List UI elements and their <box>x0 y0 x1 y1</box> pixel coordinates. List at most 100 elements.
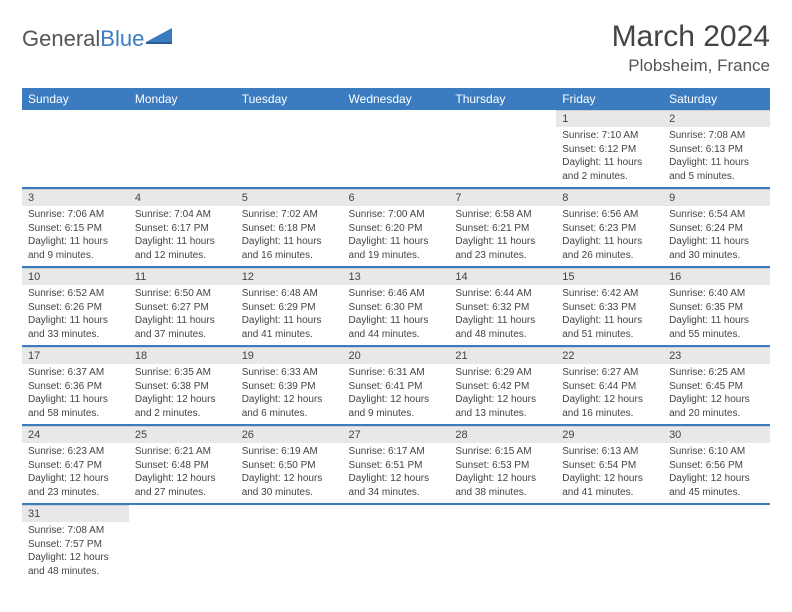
sunset-line: Sunset: 6:39 PM <box>242 380 337 394</box>
day-body: Sunrise: 6:44 AMSunset: 6:32 PMDaylight:… <box>449 285 556 345</box>
day-body: Sunrise: 7:08 AMSunset: 6:13 PMDaylight:… <box>663 127 770 187</box>
sunrise-line: Sunrise: 7:02 AM <box>242 208 337 222</box>
sunset-line: Sunset: 6:12 PM <box>562 143 657 157</box>
sunrise-line: Sunrise: 6:37 AM <box>28 366 123 380</box>
day-body: Sunrise: 6:35 AMSunset: 6:38 PMDaylight:… <box>129 364 236 424</box>
calendar-week: 1Sunrise: 7:10 AMSunset: 6:12 PMDaylight… <box>22 110 770 188</box>
sunset-line: Sunset: 6:20 PM <box>349 222 444 236</box>
calendar-cell: 24Sunrise: 6:23 AMSunset: 6:47 PMDayligh… <box>22 425 129 504</box>
day-body: Sunrise: 6:52 AMSunset: 6:26 PMDaylight:… <box>22 285 129 345</box>
calendar-cell: 29Sunrise: 6:13 AMSunset: 6:54 PMDayligh… <box>556 425 663 504</box>
sunset-line: Sunset: 6:53 PM <box>455 459 550 473</box>
sunrise-line: Sunrise: 7:10 AM <box>562 129 657 143</box>
day-body: Sunrise: 7:06 AMSunset: 6:15 PMDaylight:… <box>22 206 129 266</box>
sunset-line: Sunset: 6:30 PM <box>349 301 444 315</box>
calendar-week: 10Sunrise: 6:52 AMSunset: 6:26 PMDayligh… <box>22 267 770 346</box>
brand-name-blue: Blue <box>100 26 144 51</box>
sunrise-line: Sunrise: 6:13 AM <box>562 445 657 459</box>
calendar-cell <box>343 110 450 188</box>
day-body: Sunrise: 6:54 AMSunset: 6:24 PMDaylight:… <box>663 206 770 266</box>
calendar-cell: 13Sunrise: 6:46 AMSunset: 6:30 PMDayligh… <box>343 267 450 346</box>
day-body: Sunrise: 7:00 AMSunset: 6:20 PMDaylight:… <box>343 206 450 266</box>
day-body: Sunrise: 6:21 AMSunset: 6:48 PMDaylight:… <box>129 443 236 503</box>
calendar-cell <box>449 504 556 582</box>
day-number: 31 <box>22 505 129 522</box>
day-body: Sunrise: 7:08 AMSunset: 7:57 PMDaylight:… <box>22 522 129 582</box>
day-body: Sunrise: 6:10 AMSunset: 6:56 PMDaylight:… <box>663 443 770 503</box>
calendar-week: 24Sunrise: 6:23 AMSunset: 6:47 PMDayligh… <box>22 425 770 504</box>
day-number: 1 <box>556 110 663 127</box>
day-header: Friday <box>556 88 663 110</box>
day-number: 13 <box>343 268 450 285</box>
day-number: 12 <box>236 268 343 285</box>
location: Plobsheim, France <box>612 56 770 76</box>
sunset-line: Sunset: 6:13 PM <box>669 143 764 157</box>
day-number: 22 <box>556 347 663 364</box>
sunrise-line: Sunrise: 6:46 AM <box>349 287 444 301</box>
daylight-line: Daylight: 11 hours and 23 minutes. <box>455 235 550 262</box>
day-body: Sunrise: 6:56 AMSunset: 6:23 PMDaylight:… <box>556 206 663 266</box>
calendar-cell: 5Sunrise: 7:02 AMSunset: 6:18 PMDaylight… <box>236 188 343 267</box>
header: GeneralBlue March 2024 Plobsheim, France <box>22 20 770 76</box>
flag-icon <box>146 28 172 51</box>
day-body: Sunrise: 6:27 AMSunset: 6:44 PMDaylight:… <box>556 364 663 424</box>
day-body: Sunrise: 6:17 AMSunset: 6:51 PMDaylight:… <box>343 443 450 503</box>
sunset-line: Sunset: 6:56 PM <box>669 459 764 473</box>
calendar-cell: 7Sunrise: 6:58 AMSunset: 6:21 PMDaylight… <box>449 188 556 267</box>
day-number: 25 <box>129 426 236 443</box>
sunrise-line: Sunrise: 6:56 AM <box>562 208 657 222</box>
sunrise-line: Sunrise: 6:21 AM <box>135 445 230 459</box>
sunrise-line: Sunrise: 6:40 AM <box>669 287 764 301</box>
sunset-line: Sunset: 6:54 PM <box>562 459 657 473</box>
day-number-empty <box>129 505 236 521</box>
day-body: Sunrise: 6:42 AMSunset: 6:33 PMDaylight:… <box>556 285 663 345</box>
calendar-cell: 18Sunrise: 6:35 AMSunset: 6:38 PMDayligh… <box>129 346 236 425</box>
calendar-week: 17Sunrise: 6:37 AMSunset: 6:36 PMDayligh… <box>22 346 770 425</box>
calendar-cell: 10Sunrise: 6:52 AMSunset: 6:26 PMDayligh… <box>22 267 129 346</box>
daylight-line: Daylight: 12 hours and 41 minutes. <box>562 472 657 499</box>
day-header: Wednesday <box>343 88 450 110</box>
sunset-line: Sunset: 6:35 PM <box>669 301 764 315</box>
day-body: Sunrise: 6:13 AMSunset: 6:54 PMDaylight:… <box>556 443 663 503</box>
sunrise-line: Sunrise: 7:08 AM <box>28 524 123 538</box>
sunset-line: Sunset: 6:33 PM <box>562 301 657 315</box>
calendar-cell: 12Sunrise: 6:48 AMSunset: 6:29 PMDayligh… <box>236 267 343 346</box>
calendar-cell: 15Sunrise: 6:42 AMSunset: 6:33 PMDayligh… <box>556 267 663 346</box>
sunset-line: Sunset: 7:57 PM <box>28 538 123 552</box>
calendar-cell: 16Sunrise: 6:40 AMSunset: 6:35 PMDayligh… <box>663 267 770 346</box>
daylight-line: Daylight: 12 hours and 38 minutes. <box>455 472 550 499</box>
day-number: 7 <box>449 189 556 206</box>
day-number-empty <box>236 110 343 126</box>
calendar-cell: 11Sunrise: 6:50 AMSunset: 6:27 PMDayligh… <box>129 267 236 346</box>
calendar-cell: 25Sunrise: 6:21 AMSunset: 6:48 PMDayligh… <box>129 425 236 504</box>
day-number: 15 <box>556 268 663 285</box>
day-header: Tuesday <box>236 88 343 110</box>
sunset-line: Sunset: 6:24 PM <box>669 222 764 236</box>
day-body: Sunrise: 6:19 AMSunset: 6:50 PMDaylight:… <box>236 443 343 503</box>
brand-name: GeneralBlue <box>22 26 144 52</box>
calendar-cell <box>449 110 556 188</box>
calendar-cell: 28Sunrise: 6:15 AMSunset: 6:53 PMDayligh… <box>449 425 556 504</box>
sunrise-line: Sunrise: 6:52 AM <box>28 287 123 301</box>
day-body: Sunrise: 7:10 AMSunset: 6:12 PMDaylight:… <box>556 127 663 187</box>
calendar-cell: 20Sunrise: 6:31 AMSunset: 6:41 PMDayligh… <box>343 346 450 425</box>
day-body: Sunrise: 6:15 AMSunset: 6:53 PMDaylight:… <box>449 443 556 503</box>
calendar-cell <box>129 110 236 188</box>
day-header-row: Sunday Monday Tuesday Wednesday Thursday… <box>22 88 770 110</box>
sunrise-line: Sunrise: 6:29 AM <box>455 366 550 380</box>
sunset-line: Sunset: 6:42 PM <box>455 380 550 394</box>
daylight-line: Daylight: 11 hours and 58 minutes. <box>28 393 123 420</box>
calendar-cell: 26Sunrise: 6:19 AMSunset: 6:50 PMDayligh… <box>236 425 343 504</box>
daylight-line: Daylight: 12 hours and 16 minutes. <box>562 393 657 420</box>
sunset-line: Sunset: 6:38 PM <box>135 380 230 394</box>
month-title: March 2024 <box>612 20 770 54</box>
calendar-cell: 9Sunrise: 6:54 AMSunset: 6:24 PMDaylight… <box>663 188 770 267</box>
day-body: Sunrise: 6:29 AMSunset: 6:42 PMDaylight:… <box>449 364 556 424</box>
day-body: Sunrise: 6:48 AMSunset: 6:29 PMDaylight:… <box>236 285 343 345</box>
sunset-line: Sunset: 6:32 PM <box>455 301 550 315</box>
day-body: Sunrise: 6:40 AMSunset: 6:35 PMDaylight:… <box>663 285 770 345</box>
daylight-line: Daylight: 12 hours and 6 minutes. <box>242 393 337 420</box>
daylight-line: Daylight: 11 hours and 26 minutes. <box>562 235 657 262</box>
daylight-line: Daylight: 11 hours and 41 minutes. <box>242 314 337 341</box>
calendar-cell <box>236 504 343 582</box>
